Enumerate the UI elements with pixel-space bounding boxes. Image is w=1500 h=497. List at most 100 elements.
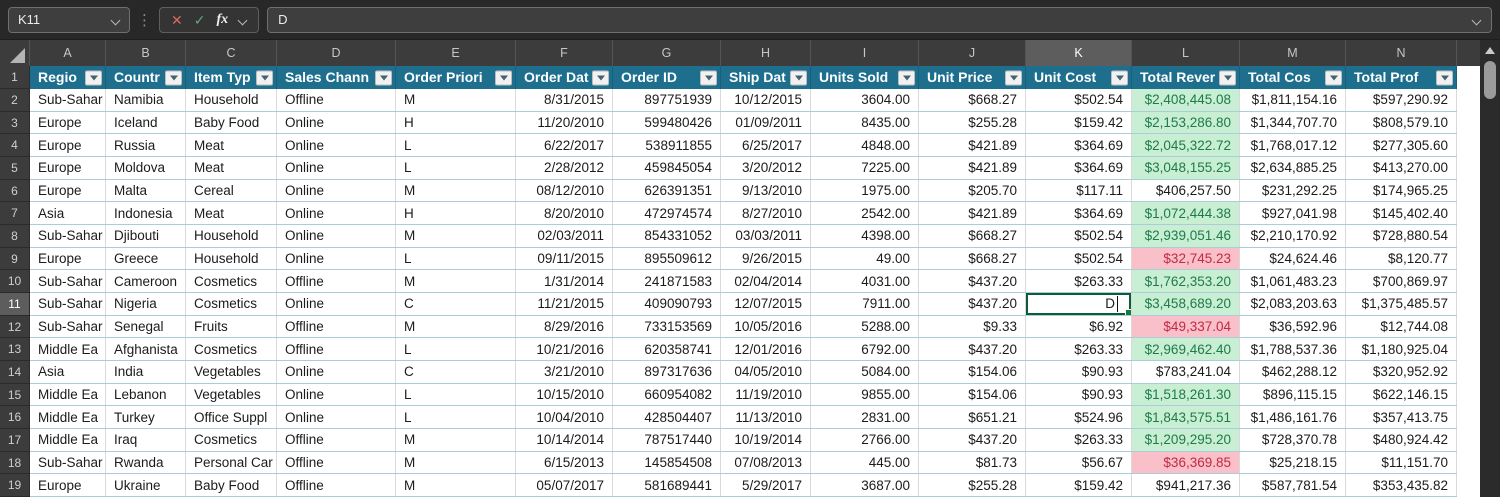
cell-I6[interactable]: 1975.00: [811, 179, 919, 202]
filter-dropdown-icon[interactable]: [1325, 70, 1342, 85]
cell-D6[interactable]: Online: [277, 179, 396, 202]
cell-F11[interactable]: 11/21/2015: [516, 293, 613, 315]
cell-F12[interactable]: 8/29/2016: [516, 315, 613, 338]
cell-L2[interactable]: $2,408,445.08: [1132, 89, 1240, 111]
cell-E11[interactable]: C: [396, 293, 516, 315]
cell-G4[interactable]: 538911855: [613, 134, 721, 157]
header-K[interactable]: Unit Cost: [1026, 66, 1132, 89]
cell-H11[interactable]: 12/07/2015: [721, 293, 811, 315]
column-letter-H[interactable]: H: [721, 40, 811, 66]
cell-N18[interactable]: $11,151.70: [1346, 451, 1457, 474]
header-J[interactable]: Unit Price: [919, 66, 1026, 89]
cell-E10[interactable]: M: [396, 270, 516, 293]
cell-K2[interactable]: $502.54: [1026, 89, 1132, 111]
cell-I18[interactable]: 445.00: [811, 451, 919, 474]
row-number-5[interactable]: 5: [0, 157, 30, 180]
select-all-button[interactable]: [0, 40, 30, 66]
cell-L5[interactable]: $3,048,155.25: [1132, 157, 1240, 179]
filter-dropdown-icon[interactable]: [1219, 70, 1236, 85]
cell-E5[interactable]: L: [396, 157, 516, 179]
cell-L7[interactable]: $1,072,444.38: [1132, 202, 1240, 225]
row-number-6[interactable]: 6: [0, 179, 30, 203]
cell-K3[interactable]: $159.42: [1026, 111, 1132, 134]
cell-C19[interactable]: Baby Food: [186, 474, 277, 497]
cell-H17[interactable]: 10/19/2014: [721, 429, 811, 451]
cell-H6[interactable]: 9/13/2010: [721, 179, 811, 202]
cell-M3[interactable]: $1,344,707.70: [1240, 111, 1346, 134]
cell-C13[interactable]: Cosmetics: [186, 338, 277, 361]
header-G[interactable]: Order ID: [613, 66, 721, 89]
cell-A10[interactable]: Sub-Sahar: [30, 270, 106, 293]
cell-B4[interactable]: Russia: [106, 134, 186, 157]
formula-input[interactable]: D: [267, 6, 1492, 33]
cell-B7[interactable]: Indonesia: [106, 202, 186, 225]
cell-A9[interactable]: Europe: [30, 247, 106, 270]
cell-M5[interactable]: $2,634,885.25: [1240, 157, 1346, 179]
column-letter-G[interactable]: G: [613, 40, 721, 66]
cell-A15[interactable]: Middle Ea: [30, 383, 106, 406]
cell-A4[interactable]: Europe: [30, 134, 106, 157]
cell-N13[interactable]: $1,180,925.04: [1346, 338, 1457, 361]
cell-N8[interactable]: $728,880.54: [1346, 225, 1457, 247]
cell-E19[interactable]: M: [396, 474, 516, 497]
cell-D2[interactable]: Offline: [277, 89, 396, 111]
cell-A5[interactable]: Europe: [30, 157, 106, 179]
name-box[interactable]: K11: [8, 6, 130, 33]
row-number-2[interactable]: 2: [0, 89, 30, 112]
cell-B10[interactable]: Cameroon: [106, 270, 186, 293]
cell-G14[interactable]: 897317636: [613, 361, 721, 383]
insert-function-icon[interactable]: fx: [216, 11, 229, 27]
cell-J6[interactable]: $205.70: [919, 179, 1026, 202]
cell-F3[interactable]: 11/20/2010: [516, 111, 613, 134]
cell-C9[interactable]: Household: [186, 247, 277, 270]
cell-M15[interactable]: $896,115.15: [1240, 383, 1346, 406]
cell-I7[interactable]: 2542.00: [811, 202, 919, 225]
cell-G18[interactable]: 145854508: [613, 451, 721, 474]
cell-I8[interactable]: 4398.00: [811, 225, 919, 247]
cell-M19[interactable]: $587,781.54: [1240, 474, 1346, 497]
cell-C5[interactable]: Meat: [186, 157, 277, 179]
cell-N9[interactable]: $8,120.77: [1346, 247, 1457, 270]
cell-G6[interactable]: 626391351: [613, 179, 721, 202]
row-number-17[interactable]: 17: [0, 429, 30, 452]
enter-icon[interactable]: ✓: [193, 11, 206, 28]
cell-G16[interactable]: 428504407: [613, 406, 721, 429]
cell-M9[interactable]: $24,624.46: [1240, 247, 1346, 270]
cell-H12[interactable]: 10/05/2016: [721, 315, 811, 338]
cell-H13[interactable]: 12/01/2016: [721, 338, 811, 361]
scrollbar-thumb[interactable]: [1484, 61, 1496, 99]
cell-H18[interactable]: 07/08/2013: [721, 451, 811, 474]
cell-E12[interactable]: M: [396, 315, 516, 338]
cell-F17[interactable]: 10/14/2014: [516, 429, 613, 451]
cell-B12[interactable]: Senegal: [106, 315, 186, 338]
cell-I19[interactable]: 3687.00: [811, 474, 919, 497]
cell-C11[interactable]: Cosmetics: [186, 293, 277, 315]
header-N[interactable]: Total Prof: [1346, 66, 1457, 89]
cell-H9[interactable]: 9/26/2015: [721, 247, 811, 270]
cell-F6[interactable]: 08/12/2010: [516, 179, 613, 202]
cell-N16[interactable]: $357,413.75: [1346, 406, 1457, 429]
cell-D4[interactable]: Online: [277, 134, 396, 157]
row-number-15[interactable]: 15: [0, 383, 30, 407]
cell-E3[interactable]: H: [396, 111, 516, 134]
cell-M6[interactable]: $231,292.25: [1240, 179, 1346, 202]
row-number-3[interactable]: 3: [0, 111, 30, 135]
cell-M10[interactable]: $1,061,483.23: [1240, 270, 1346, 293]
cell-I15[interactable]: 9855.00: [811, 383, 919, 406]
cell-I5[interactable]: 7225.00: [811, 157, 919, 179]
cell-D10[interactable]: Offline: [277, 270, 396, 293]
cell-N17[interactable]: $480,924.42: [1346, 429, 1457, 451]
cell-C18[interactable]: Personal Car: [186, 451, 277, 474]
cell-H3[interactable]: 01/09/2011: [721, 111, 811, 134]
cell-D9[interactable]: Online: [277, 247, 396, 270]
cell-B9[interactable]: Greece: [106, 247, 186, 270]
cell-M2[interactable]: $1,811,154.16: [1240, 89, 1346, 111]
cell-D19[interactable]: Offline: [277, 474, 396, 497]
cell-F9[interactable]: 09/11/2015: [516, 247, 613, 270]
cell-D18[interactable]: Offline: [277, 451, 396, 474]
cell-H16[interactable]: 11/13/2010: [721, 406, 811, 429]
cell-H5[interactable]: 3/20/2012: [721, 157, 811, 179]
cell-B15[interactable]: Lebanon: [106, 383, 186, 406]
cell-J15[interactable]: $154.06: [919, 383, 1026, 406]
header-E[interactable]: Order Priori: [396, 66, 516, 89]
